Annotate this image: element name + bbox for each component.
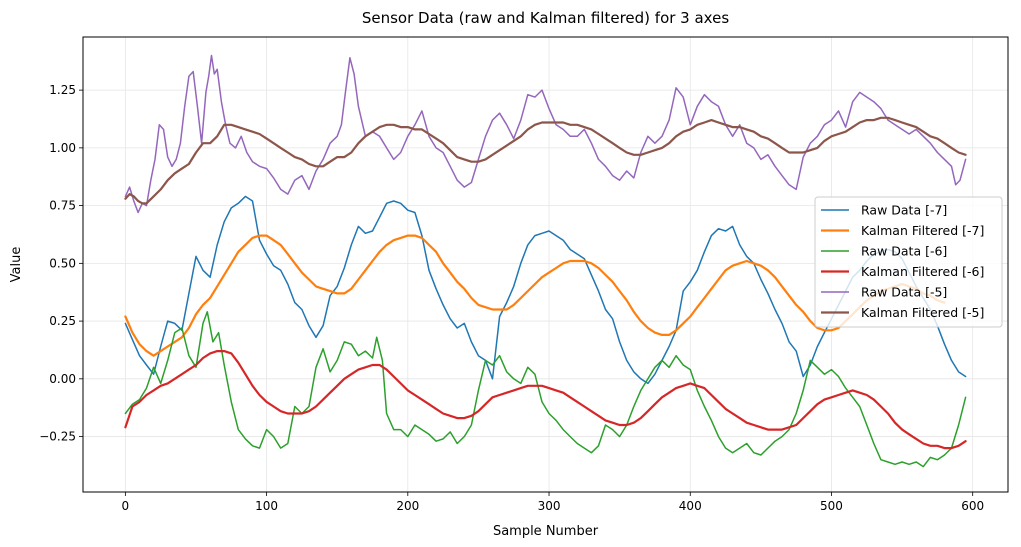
y-tick-label: 1.25	[49, 83, 76, 97]
y-axis: −0.25 0.00 0.25 0.50 0.75 1.00 1.25	[39, 83, 83, 444]
series-line-4	[124, 350, 967, 450]
x-tick-label: 0	[122, 499, 130, 513]
y-tick-label: 1.00	[49, 141, 76, 155]
legend-label: Kalman Filtered [-5]	[861, 305, 984, 320]
y-axis-label: Value	[9, 247, 24, 283]
y-tick-label: 0.00	[49, 372, 76, 386]
legend-label: Raw Data [-7]	[861, 203, 947, 218]
y-tick-label: 0.75	[49, 199, 76, 213]
chart-title: Sensor Data (raw and Kalman filtered) fo…	[362, 9, 729, 27]
series-line-3	[124, 311, 967, 468]
series-line-5	[124, 54, 967, 214]
x-tick-label: 300	[538, 499, 561, 513]
legend-label: Raw Data [-6]	[861, 244, 947, 259]
x-tick-label: 100	[255, 499, 278, 513]
x-tick-label: 400	[679, 499, 702, 513]
plot-frame	[82, 36, 1009, 493]
legend-label: Raw Data [-5]	[861, 285, 947, 300]
series-line-6	[124, 116, 967, 205]
x-tick-label: 200	[396, 499, 419, 513]
legend-label: Kalman Filtered [-6]	[861, 264, 984, 279]
legend-label: Kalman Filtered [-7]	[861, 223, 984, 238]
x-axis: 0 100 200 300 400 500 600	[122, 492, 984, 513]
y-tick-label: 0.50	[49, 256, 76, 270]
x-tick-label: 500	[820, 499, 843, 513]
legend-box	[814, 196, 1003, 328]
legend: Raw Data [-7] Kalman Filtered [-7] Raw Dat…	[814, 196, 1003, 328]
y-tick-label: −0.25	[39, 430, 76, 444]
x-tick-label: 600	[961, 499, 984, 513]
series-layer	[124, 54, 967, 468]
series-line-2	[124, 234, 946, 357]
x-axis-label: Sample Number	[493, 524, 599, 539]
y-tick-label: 0.25	[49, 314, 76, 328]
